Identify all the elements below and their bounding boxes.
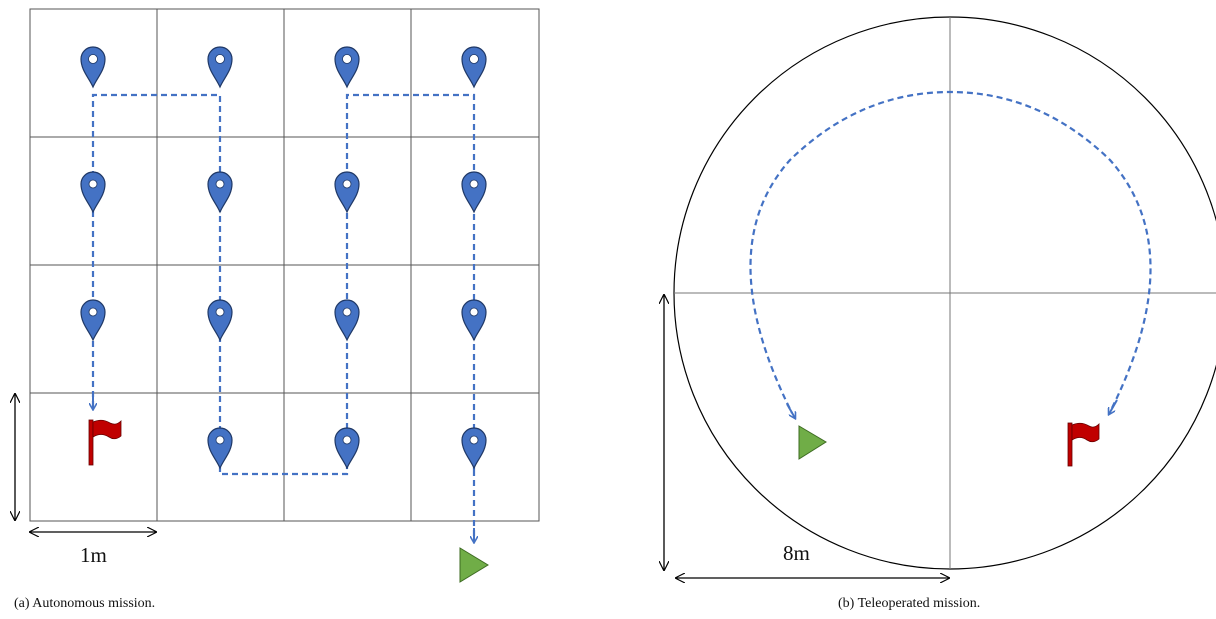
waypoint-pin-icon xyxy=(80,299,106,342)
waypoint-pin-icon xyxy=(207,427,233,470)
autonomous-grid xyxy=(29,8,540,522)
autonomous-path xyxy=(91,93,476,476)
start-triangle-icon xyxy=(798,425,827,460)
waypoint-pin-icon xyxy=(334,171,360,214)
waypoint-pin-icon xyxy=(207,171,233,214)
waypoint-pin-icon xyxy=(334,46,360,89)
teleoperated-path xyxy=(749,90,1152,414)
teleoperated-path-start-arrowhead xyxy=(1109,399,1118,414)
scale-label-b: 8m xyxy=(783,541,810,565)
goal-flag-icon xyxy=(1067,422,1100,467)
waypoint-pin-icon xyxy=(461,427,487,470)
waypoint-pin-icon xyxy=(80,46,106,89)
waypoint-pin-icon xyxy=(80,171,106,214)
waypoint-markers xyxy=(80,46,487,470)
waypoint-pin-icon xyxy=(461,299,487,342)
waypoint-pin-icon xyxy=(207,299,233,342)
goal-flag-icon xyxy=(88,419,122,466)
waypoint-pin-icon xyxy=(461,171,487,214)
caption-autonomous: (a) Autonomous mission. xyxy=(14,596,156,611)
start-triangle-icon xyxy=(459,547,489,583)
teleoperated-path-arrowhead xyxy=(786,403,795,418)
waypoint-pin-icon xyxy=(334,427,360,470)
waypoint-pin-icon xyxy=(334,299,360,342)
caption-teleoperated: (b) Teleoperated mission. xyxy=(838,596,981,611)
waypoint-pin-icon xyxy=(461,46,487,89)
waypoint-pin-icon xyxy=(207,46,233,89)
scale-label-a: 1m xyxy=(80,543,107,567)
